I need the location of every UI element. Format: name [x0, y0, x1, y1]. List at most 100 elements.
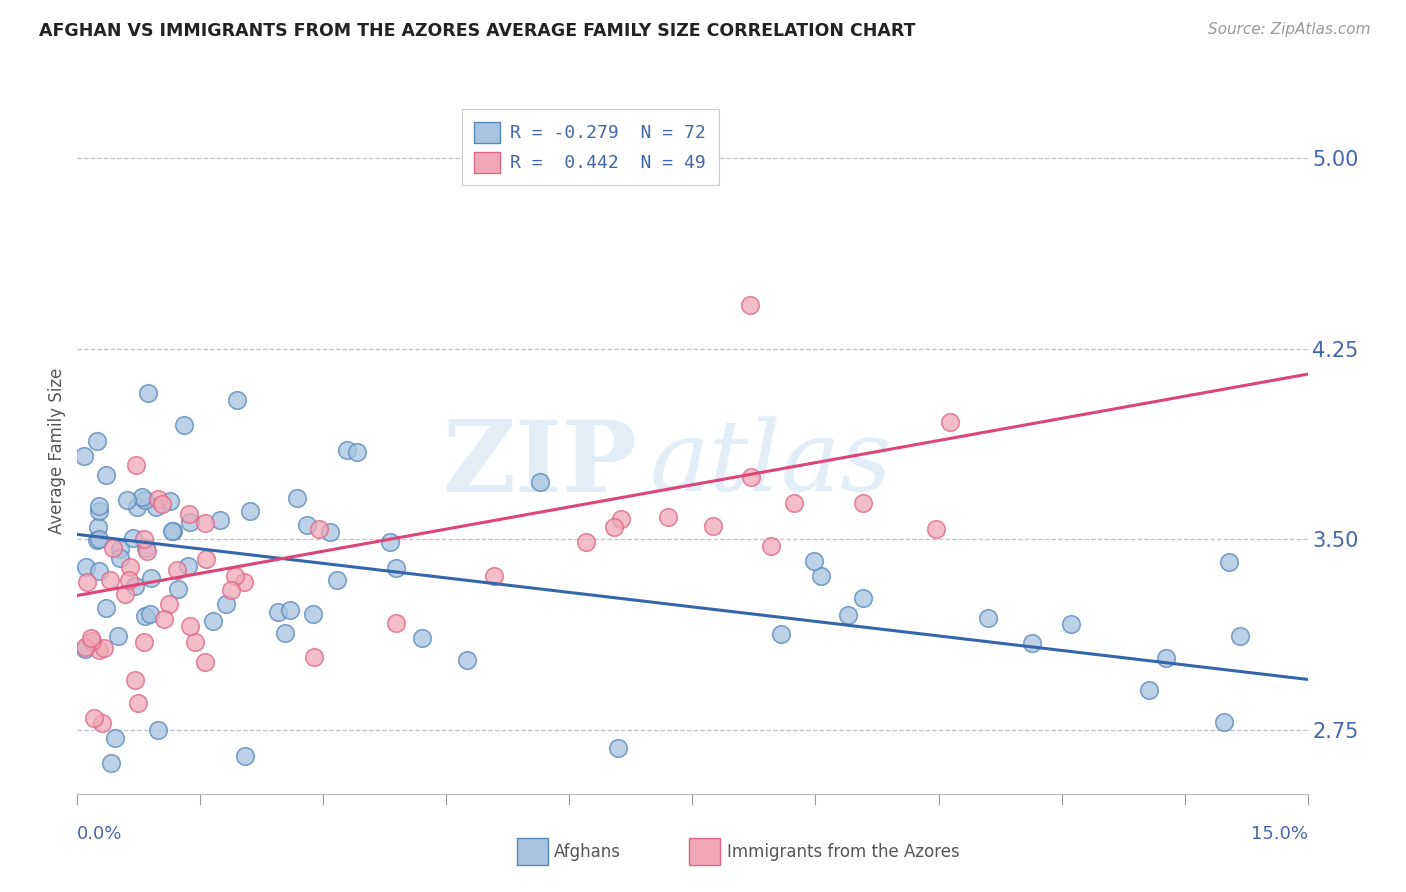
- Point: [235, 748, 257, 763]
- Point: [118, 559, 141, 574]
- Point: [939, 415, 962, 429]
- Point: [702, 519, 724, 533]
- Text: 0.0%: 0.0%: [77, 825, 122, 843]
- Text: atlas: atlas: [650, 417, 893, 512]
- Point: [124, 673, 146, 688]
- Point: [89, 499, 111, 513]
- Point: [336, 443, 359, 458]
- Point: [134, 493, 156, 508]
- Point: [295, 518, 318, 533]
- Point: [83, 711, 105, 725]
- Point: [925, 522, 948, 536]
- Legend: R = -0.279  N = 72, R =  0.442  N = 49: R = -0.279 N = 72, R = 0.442 N = 49: [461, 109, 718, 186]
- Point: [308, 523, 330, 537]
- Point: [134, 532, 156, 546]
- Point: [86, 533, 108, 547]
- Point: [738, 298, 761, 312]
- Point: [810, 569, 832, 583]
- Point: [529, 475, 551, 489]
- Point: [100, 756, 122, 771]
- Point: [179, 515, 201, 529]
- Point: [233, 574, 256, 589]
- Point: [87, 532, 110, 546]
- Point: [194, 516, 217, 530]
- Point: [346, 445, 368, 459]
- Point: [86, 434, 108, 449]
- Point: [1060, 617, 1083, 632]
- Point: [224, 569, 246, 583]
- Point: [325, 574, 347, 588]
- Text: Immigrants from the Azores: Immigrants from the Azores: [727, 843, 960, 861]
- Point: [75, 560, 97, 574]
- Point: [134, 609, 156, 624]
- Point: [837, 608, 859, 623]
- Point: [411, 631, 433, 645]
- Point: [385, 561, 408, 575]
- Point: [179, 507, 201, 521]
- Point: [179, 619, 201, 633]
- Point: [94, 601, 117, 615]
- Point: [157, 597, 180, 611]
- Point: [215, 597, 238, 611]
- Point: [135, 544, 157, 558]
- Point: [160, 524, 183, 538]
- Point: [1218, 555, 1240, 569]
- Point: [740, 470, 762, 484]
- Point: [167, 582, 190, 596]
- Point: [110, 550, 132, 565]
- Point: [87, 564, 110, 578]
- Point: [770, 627, 793, 641]
- Point: [285, 491, 308, 505]
- Point: [173, 417, 195, 432]
- Point: [657, 509, 679, 524]
- Point: [610, 512, 633, 526]
- Point: [456, 653, 478, 667]
- Y-axis label: Average Family Size: Average Family Size: [48, 368, 66, 533]
- Text: AFGHAN VS IMMIGRANTS FROM THE AZORES AVERAGE FAMILY SIZE CORRELATION CHART: AFGHAN VS IMMIGRANTS FROM THE AZORES AVE…: [39, 22, 915, 40]
- Point: [146, 491, 169, 506]
- Point: [194, 655, 217, 669]
- Point: [1212, 714, 1234, 729]
- Point: [603, 520, 626, 534]
- Point: [318, 524, 340, 539]
- Point: [124, 458, 146, 472]
- Point: [302, 649, 325, 664]
- Point: [184, 635, 207, 649]
- Point: [136, 386, 159, 401]
- Point: [91, 716, 114, 731]
- Point: [380, 535, 402, 549]
- Point: [302, 607, 325, 622]
- Point: [977, 611, 1000, 625]
- Text: Source: ZipAtlas.com: Source: ZipAtlas.com: [1208, 22, 1371, 37]
- Point: [761, 539, 783, 553]
- Point: [278, 602, 301, 616]
- Point: [239, 504, 262, 518]
- Point: [80, 633, 103, 648]
- Point: [385, 615, 408, 630]
- Point: [93, 641, 115, 656]
- Point: [1021, 636, 1043, 650]
- Point: [73, 449, 96, 463]
- Point: [482, 569, 505, 583]
- Point: [131, 491, 153, 505]
- Point: [201, 614, 224, 628]
- Point: [132, 634, 155, 648]
- Point: [103, 541, 125, 555]
- Point: [152, 612, 174, 626]
- Point: [124, 579, 146, 593]
- Point: [139, 571, 162, 585]
- Point: [852, 496, 875, 510]
- Point: [89, 642, 111, 657]
- Point: [852, 591, 875, 605]
- Point: [219, 583, 242, 598]
- Point: [148, 723, 170, 738]
- Point: [575, 535, 598, 549]
- Point: [135, 541, 157, 556]
- Point: [267, 605, 290, 619]
- Point: [783, 496, 806, 510]
- Point: [226, 392, 249, 407]
- Text: 15.0%: 15.0%: [1250, 825, 1308, 843]
- Point: [89, 503, 111, 517]
- Text: Afghans: Afghans: [554, 843, 621, 861]
- Point: [177, 559, 200, 574]
